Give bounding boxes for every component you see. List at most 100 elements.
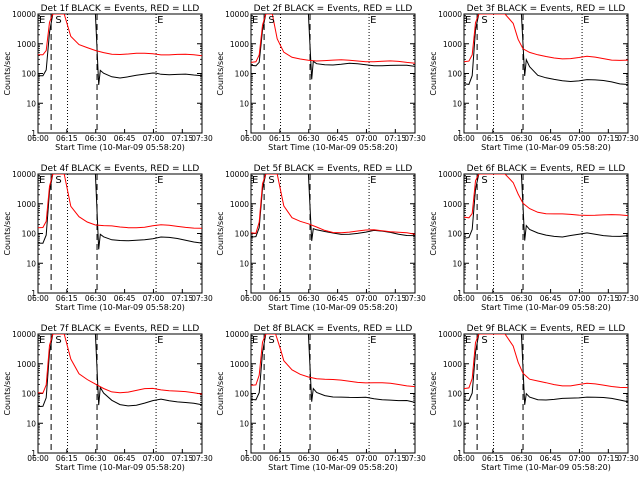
y-axis-title: Counts/sec [3, 211, 12, 255]
y-tick-label: 10000 [438, 170, 462, 179]
x-tick-label: 07:30 [617, 134, 639, 143]
y-tick-label: 1 [244, 129, 249, 138]
y-tick-label: 10 [239, 419, 249, 428]
marker-label: S [55, 175, 61, 186]
x-tick-label: 06:45 [114, 294, 136, 303]
x-tick-label: 07:00 [356, 454, 378, 463]
x-tick-label: 06:30 [85, 134, 107, 143]
y-tick-label: 10000 [12, 170, 36, 179]
panel-title: Det 3f BLACK = Events, RED = LLD [467, 4, 626, 14]
marker-label: E [583, 175, 589, 186]
y-tick-label: 10 [26, 259, 36, 268]
panel-det-4: Det 4f BLACK = Events, RED = LLD 06:00 06:… [3, 164, 213, 312]
marker-label: S [481, 175, 487, 186]
marker-label: E [465, 175, 471, 186]
x-tick-label: 07:00 [569, 454, 591, 463]
x-tick-label: 07:15 [385, 294, 407, 303]
y-tick-label: 1000 [17, 40, 36, 49]
x-axis-title: Start Time (10-Mar-09 05:58:20) [268, 143, 398, 152]
y-tick-label: 10 [239, 99, 249, 108]
y-axis-title: Counts/sec [3, 51, 12, 95]
marker-label: E [39, 335, 45, 346]
x-axis-title: Start Time (10-Mar-09 05:58:20) [268, 303, 398, 312]
marker-label: E [39, 15, 45, 26]
panel-title: Det 2f BLACK = Events, RED = LLD [254, 4, 413, 14]
x-tick-label: 07:15 [598, 454, 620, 463]
plot-frame [463, 173, 629, 294]
x-tick-label: 07:30 [191, 454, 213, 463]
y-tick-label: 10 [26, 99, 36, 108]
plot-frame [37, 13, 203, 134]
y-tick-label: 10000 [12, 330, 36, 339]
y-tick-label: 10000 [225, 170, 249, 179]
marker-label: E [252, 175, 258, 186]
panel-det-1: Det 1f BLACK = Events, RED = LLD 06:00 06:… [3, 4, 213, 152]
y-tick-label: 1 [244, 449, 249, 458]
y-tick-label: 1000 [443, 40, 462, 49]
x-tick-label: 06:45 [540, 454, 562, 463]
y-tick-label: 10000 [438, 330, 462, 339]
x-tick-label: 06:00 [240, 454, 262, 463]
x-tick-label: 07:30 [617, 454, 639, 463]
x-axis-title: Start Time (10-Mar-09 05:58:20) [481, 303, 611, 312]
y-tick-label: 1000 [230, 360, 249, 369]
x-tick-label: 06:45 [327, 134, 349, 143]
y-tick-label: 10 [452, 259, 462, 268]
y-tick-label: 10 [452, 419, 462, 428]
y-tick-label: 100 [448, 230, 463, 239]
marker-label: E [583, 335, 589, 346]
y-tick-label: 1000 [17, 200, 36, 209]
x-tick-label: 06:30 [85, 294, 107, 303]
x-tick-label: 06:15 [56, 134, 78, 143]
x-tick-label: 06:15 [269, 454, 291, 463]
y-tick-label: 10 [452, 99, 462, 108]
plot-frame [37, 333, 203, 454]
plot-frame [463, 333, 629, 454]
y-tick-label: 1000 [230, 40, 249, 49]
y-tick-label: 1000 [17, 360, 36, 369]
x-tick-label: 07:30 [404, 134, 426, 143]
x-tick-label: 06:00 [453, 454, 475, 463]
x-tick-label: 06:15 [482, 134, 504, 143]
lld-series-line [464, 174, 628, 219]
events-series-line [251, 334, 415, 403]
x-tick-label: 07:15 [598, 134, 620, 143]
y-tick-label: 10000 [225, 10, 249, 19]
x-tick-label: 06:00 [240, 134, 262, 143]
x-tick-label: 07:00 [356, 134, 378, 143]
y-axis-title: Counts/sec [216, 371, 225, 415]
marker-label: E [157, 15, 163, 26]
plot-frame [463, 13, 629, 134]
x-tick-label: 07:15 [385, 454, 407, 463]
y-tick-label: 10000 [12, 10, 36, 19]
x-tick-label: 07:15 [172, 134, 194, 143]
x-tick-label: 07:00 [143, 134, 165, 143]
x-tick-label: 06:00 [27, 454, 49, 463]
x-tick-label: 06:30 [298, 294, 320, 303]
x-tick-label: 06:30 [511, 454, 533, 463]
x-tick-label: 06:00 [27, 294, 49, 303]
x-tick-label: 07:15 [385, 134, 407, 143]
panel-title: Det 6f BLACK = Events, RED = LLD [467, 164, 626, 174]
panel-title: Det 7f BLACK = Events, RED = LLD [41, 324, 200, 334]
panel-title: Det 8f BLACK = Events, RED = LLD [254, 324, 413, 334]
y-tick-label: 100 [235, 390, 250, 399]
x-axis-title: Start Time (10-Mar-09 05:58:20) [481, 143, 611, 152]
panel-det-8: Det 8f BLACK = Events, RED = LLD 06:00 06:… [216, 324, 426, 472]
marker-label: E [252, 15, 258, 26]
x-tick-label: 07:00 [569, 294, 591, 303]
x-tick-label: 06:30 [298, 134, 320, 143]
x-tick-label: 07:30 [617, 294, 639, 303]
events-series-line [251, 174, 415, 241]
marker-label: S [268, 335, 274, 346]
panel-det-9: Det 9f BLACK = Events, RED = LLD 06:00 06:… [429, 324, 639, 472]
y-tick-label: 10000 [225, 330, 249, 339]
y-tick-label: 1 [31, 289, 36, 298]
y-tick-label: 1 [31, 129, 36, 138]
marker-label: E [252, 335, 258, 346]
x-tick-label: 07:15 [172, 454, 194, 463]
events-series-line [38, 14, 202, 85]
panel-det-6: Det 6f BLACK = Events, RED = LLD 06:00 06:… [429, 164, 639, 312]
x-axis-title: Start Time (10-Mar-09 05:58:20) [268, 463, 398, 472]
